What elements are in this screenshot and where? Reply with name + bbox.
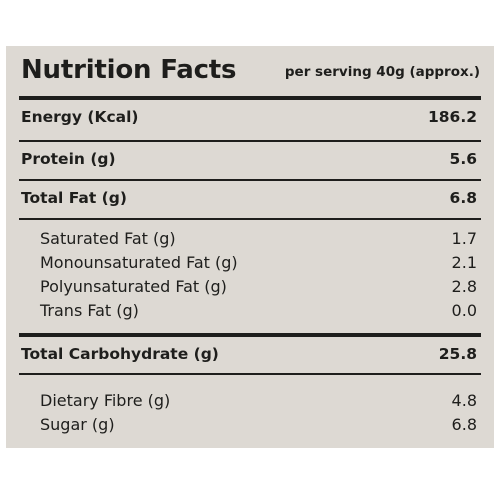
nutrient-value: 0.0: [451, 301, 477, 320]
row-divider: [19, 140, 481, 142]
nutrient-value: 186.2: [427, 108, 477, 126]
nutrient-value: 5.6: [449, 150, 477, 168]
nutrient-label: Total Carbohydrate (g): [21, 345, 219, 363]
nutrient-value: 25.8: [438, 345, 477, 363]
nutrient-row-sugar: Sugar (g) 6.8: [40, 413, 477, 437]
nutrient-label: Total Fat (g): [21, 189, 127, 207]
nutrient-value: 6.8: [449, 189, 477, 207]
nutrient-row-trans-fat: Trans Fat (g) 0.0: [40, 299, 477, 323]
nutrient-row-energy: Energy (Kcal) 186.2: [21, 105, 477, 129]
row-divider: [19, 373, 481, 375]
header-divider: [19, 96, 481, 100]
nutrient-value: 2.1: [451, 253, 477, 272]
nutrient-label: Sugar (g): [40, 415, 115, 434]
nutrient-value: 6.8: [451, 415, 477, 434]
nutrient-value: 1.7: [451, 229, 477, 248]
serving-size-note: per serving 40g (approx.): [284, 64, 480, 80]
nutrient-row-total-fat: Total Fat (g) 6.8: [21, 186, 477, 210]
nutrient-label: Trans Fat (g): [40, 301, 139, 320]
nutrient-row-protein: Protein (g) 5.6: [21, 147, 477, 171]
nutrient-value: 4.8: [451, 391, 477, 410]
row-divider: [19, 179, 481, 181]
nutrient-row-dietary-fibre: Dietary Fibre (g) 4.8: [40, 389, 477, 413]
nutrient-label: Protein (g): [21, 150, 116, 168]
nutrient-label: Monounsaturated Fat (g): [40, 253, 238, 272]
section-divider: [19, 333, 481, 337]
nutrient-label: Energy (Kcal): [21, 108, 139, 126]
nutrient-row-saturated-fat: Saturated Fat (g) 1.7: [40, 227, 477, 251]
nutrient-row-monounsaturated-fat: Monounsaturated Fat (g) 2.1: [40, 251, 477, 275]
nutrient-row-polyunsaturated-fat: Polyunsaturated Fat (g) 2.8: [40, 275, 477, 299]
nutrition-facts-title: Nutrition Facts: [21, 55, 237, 85]
nutrient-label: Polyunsaturated Fat (g): [40, 277, 227, 296]
nutrient-row-total-carbohydrate: Total Carbohydrate (g) 25.8: [21, 342, 477, 366]
nutrient-label: Dietary Fibre (g): [40, 391, 171, 410]
nutrient-label: Saturated Fat (g): [40, 229, 176, 248]
nutrient-value: 2.8: [451, 277, 477, 296]
nutrition-facts-panel: Nutrition Facts per serving 40g (approx.…: [6, 46, 494, 448]
row-divider: [19, 218, 481, 220]
